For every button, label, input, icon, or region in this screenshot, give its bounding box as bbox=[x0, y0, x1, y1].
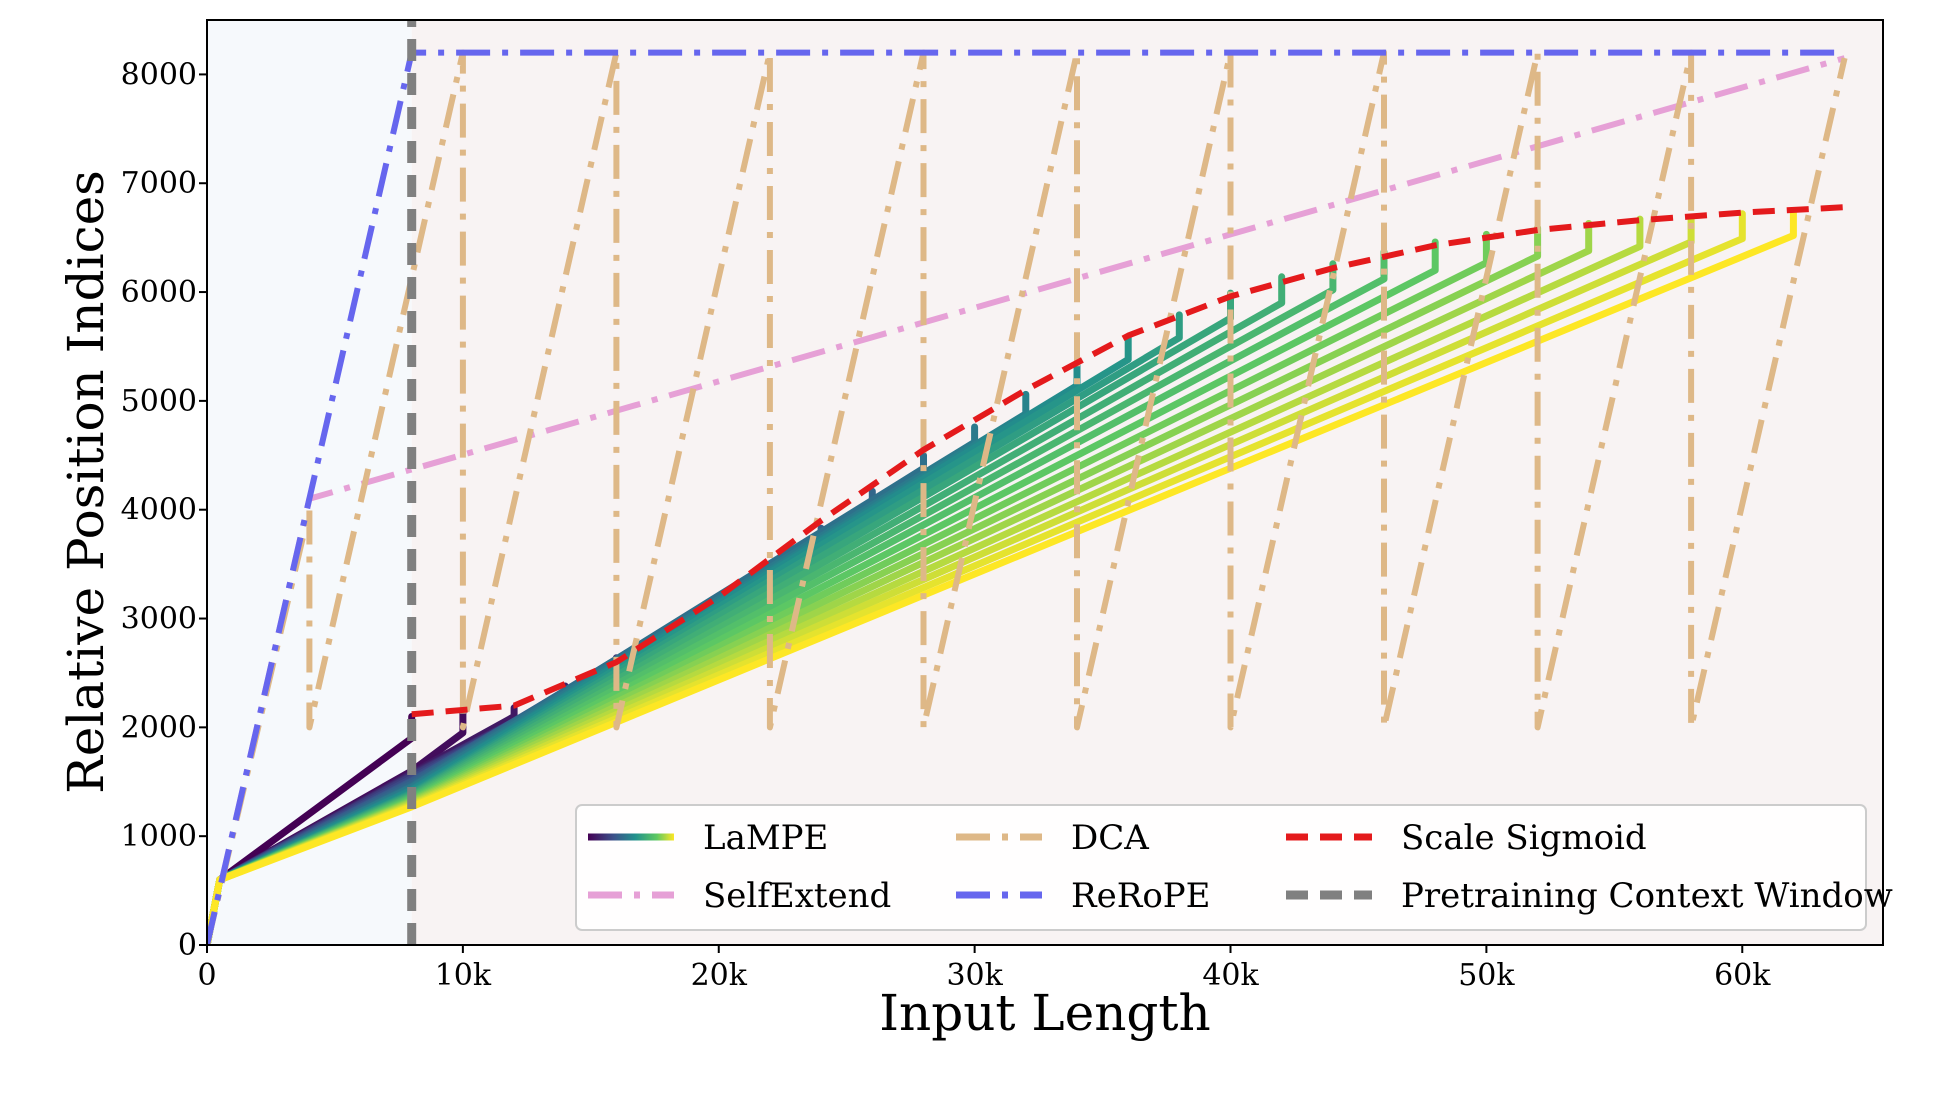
legend: LaMPE DCA Scale Sigmoid SelfExtend ReRoPE Pre… bbox=[575, 804, 1893, 931]
legend-label: ReRoPE bbox=[1071, 876, 1211, 916]
plot-frame bbox=[206, 19, 1884, 946]
y-axis-title: Relative Position Indices bbox=[57, 170, 115, 794]
y-tick-label: 7000 bbox=[121, 166, 197, 201]
series-scale-sigmoid bbox=[411, 204, 1845, 718]
series-dca bbox=[207, 49, 1848, 945]
y-tick-label: 5000 bbox=[121, 384, 197, 419]
x-tick-label: 40k bbox=[1202, 958, 1259, 993]
x-tick-label: 0 bbox=[197, 958, 216, 993]
x-tick-label: 30k bbox=[946, 958, 1003, 993]
y-tick-label: 0 bbox=[178, 928, 197, 963]
x-tick-label: 10k bbox=[435, 958, 492, 993]
legend-label: Scale Sigmoid bbox=[1401, 818, 1647, 858]
x-axis-ticks: 0 10k 20k 30k 40k 50k 60k bbox=[197, 945, 1771, 993]
x-tick-label: 50k bbox=[1458, 958, 1515, 993]
legend-label: Pretraining Context Window bbox=[1401, 876, 1893, 916]
y-axis-ticks: 0 1000 2000 3000 4000 5000 6000 7000 8000 bbox=[121, 57, 207, 963]
y-tick-label: 8000 bbox=[121, 57, 197, 92]
y-tick-label: 3000 bbox=[121, 602, 197, 637]
x-axis-title: Input Length bbox=[879, 984, 1210, 1042]
y-tick-label: 1000 bbox=[121, 819, 197, 854]
legend-label: SelfExtend bbox=[703, 876, 891, 916]
y-tick-label: 6000 bbox=[121, 275, 197, 310]
y-tick-label: 2000 bbox=[121, 710, 197, 745]
y-tick-label: 4000 bbox=[121, 493, 197, 528]
series-layer bbox=[207, 20, 1848, 945]
x-tick-label: 20k bbox=[691, 958, 748, 993]
legend-label: LaMPE bbox=[703, 818, 828, 858]
x-tick-label: 60k bbox=[1714, 958, 1771, 993]
legend-box bbox=[575, 804, 1867, 931]
legend-label: DCA bbox=[1071, 818, 1149, 858]
